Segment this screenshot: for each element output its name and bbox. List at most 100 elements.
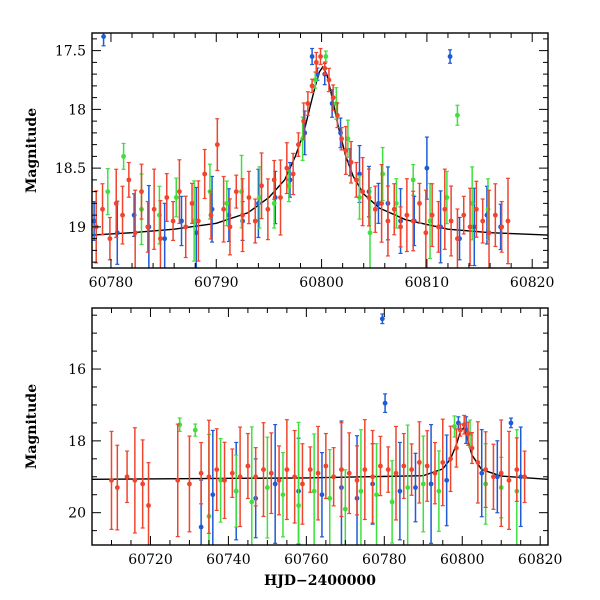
data-point — [198, 524, 204, 530]
data-point — [233, 488, 239, 494]
data-point — [265, 206, 271, 212]
x-tick-label: 60720 — [128, 552, 173, 568]
y-tick-label: 19 — [68, 220, 86, 236]
data-point — [417, 200, 422, 206]
data-point — [413, 485, 418, 490]
data-point — [290, 171, 296, 177]
data-point — [189, 200, 195, 206]
data-point — [124, 474, 130, 480]
data-point — [447, 54, 453, 59]
data-point — [264, 485, 270, 490]
x-tick-label: 60780 — [89, 275, 134, 291]
data-point — [132, 230, 138, 236]
bottom-panel-marks — [92, 313, 548, 545]
data-point — [322, 65, 328, 71]
data-point — [514, 467, 520, 472]
x-tick-label: 60800 — [299, 275, 344, 291]
bottom-y-axis-label: Magnitude — [24, 384, 40, 469]
data-point — [345, 136, 351, 142]
data-point — [175, 477, 181, 483]
top-panel-frame — [91, 32, 549, 269]
data-point — [473, 206, 479, 212]
data-point — [518, 474, 524, 480]
data-point — [307, 467, 313, 472]
data-point — [360, 189, 366, 195]
y-tick-label: 18.5 — [55, 161, 86, 177]
data-point — [409, 467, 414, 472]
data-point — [357, 171, 362, 177]
data-point — [323, 463, 329, 469]
data-point — [330, 95, 336, 101]
data-point — [427, 218, 433, 224]
data-point — [202, 171, 208, 177]
data-point — [259, 183, 264, 189]
data-point — [357, 195, 362, 200]
data-point — [372, 206, 378, 212]
data-point — [505, 218, 511, 224]
data-point — [385, 218, 391, 224]
data-point — [353, 177, 359, 183]
data-point — [139, 189, 144, 195]
data-point — [486, 230, 492, 236]
top-panel: 60780 60790 60800 60810 60820 17.5 18 18.5 19 Ma… — [24, 32, 554, 291]
data-point — [309, 54, 315, 59]
data-point — [187, 481, 192, 487]
data-point — [429, 212, 435, 218]
data-point — [170, 218, 176, 224]
x-tick-label: 60760 — [284, 552, 329, 568]
data-point — [107, 236, 113, 242]
data-point — [374, 492, 379, 498]
data-point — [379, 200, 385, 206]
bottom-panel-ticks: 60720 60740 60760 60780 60800 60820 16 18 20 — [68, 308, 562, 568]
data-point — [370, 474, 376, 480]
data-point — [465, 431, 471, 437]
x-tick-label: 60740 — [206, 552, 251, 568]
data-point — [198, 470, 204, 476]
data-point — [240, 212, 245, 218]
data-point — [284, 165, 290, 171]
data-point — [101, 34, 106, 39]
data-point — [432, 470, 438, 476]
data-point — [214, 142, 220, 148]
data-point — [173, 195, 179, 200]
data-point — [114, 485, 120, 490]
data-point — [404, 212, 410, 218]
data-point — [179, 218, 184, 224]
y-tick-label: 20 — [68, 506, 86, 522]
y-tick-label: 18 — [68, 434, 86, 450]
data-point — [327, 495, 333, 501]
data-point — [436, 488, 442, 494]
data-point — [272, 481, 278, 487]
data-point — [268, 470, 274, 476]
data-point — [385, 467, 391, 472]
data-point — [506, 477, 512, 483]
series-2 — [93, 47, 511, 268]
data-point — [339, 136, 344, 142]
data-point — [358, 488, 364, 494]
data-point — [492, 212, 498, 218]
data-point — [444, 195, 450, 200]
data-point — [382, 400, 388, 406]
data-point — [296, 142, 301, 148]
data-point — [428, 481, 434, 487]
data-point — [113, 200, 119, 206]
data-point — [284, 467, 290, 472]
data-point — [121, 153, 126, 159]
data-point — [257, 195, 262, 200]
data-point — [366, 195, 372, 200]
data-point — [146, 503, 151, 508]
data-point — [278, 195, 283, 200]
data-point — [448, 456, 453, 462]
model-curve — [92, 426, 548, 480]
data-point — [271, 177, 277, 183]
data-point — [245, 463, 251, 469]
data-point — [246, 195, 252, 200]
data-point — [424, 165, 430, 171]
data-point — [362, 467, 368, 472]
data-point — [286, 183, 292, 189]
data-point — [389, 499, 395, 505]
data-point — [339, 467, 344, 472]
top-panel-ticks: 60780 60790 60800 60810 60820 17.5 18 18.5 19 — [55, 33, 554, 291]
data-point — [391, 206, 397, 212]
data-point — [479, 470, 485, 476]
